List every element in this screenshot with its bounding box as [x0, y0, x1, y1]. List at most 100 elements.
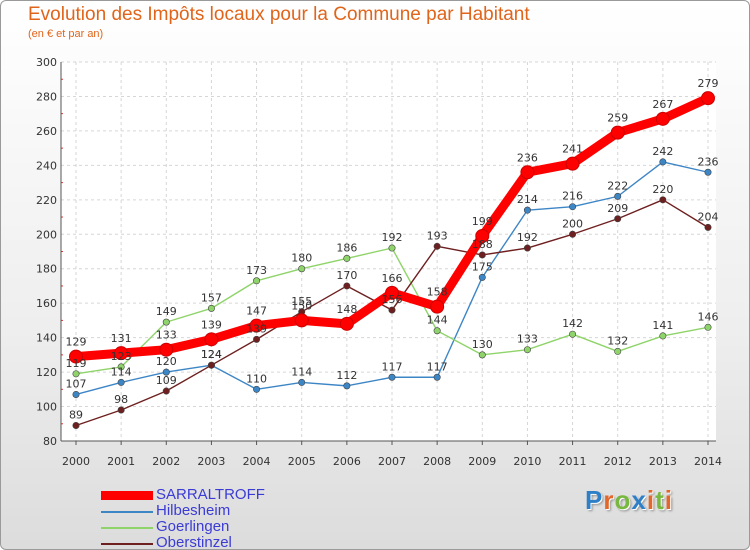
data-label-goerlingen: 146 — [698, 310, 719, 323]
logo-letter: i — [664, 485, 673, 515]
data-point-oberstinzel — [523, 244, 531, 252]
data-point-goerlingen — [704, 323, 712, 331]
data-point-sarraltroff — [701, 91, 715, 106]
data-point-oberstinzel — [569, 230, 577, 238]
data-point-sarraltroff — [520, 165, 535, 180]
data-label-sarraltroff: 259 — [607, 112, 628, 125]
data-point-hilbesheim — [388, 373, 396, 381]
x-tick-label: 2001 — [107, 455, 135, 468]
legend-item-goerlingen: Goerlingen — [101, 519, 321, 535]
data-point-hilbesheim — [478, 273, 486, 281]
data-label-hilbesheim: 117 — [427, 360, 448, 373]
data-point-goerlingen — [72, 370, 80, 378]
data-point-sarraltroff — [385, 285, 399, 300]
data-labels: 129 131 133 139 147 150 148 166 158 199 236 241 259 2… — [66, 77, 719, 421]
data-label-goerlingen: 144 — [427, 314, 448, 327]
x-tick-label: 2002 — [152, 455, 180, 468]
x-tick-label: 2012 — [604, 455, 632, 468]
data-label-sarraltroff: 139 — [201, 318, 222, 331]
legend-swatch-sarraltroff — [101, 491, 153, 500]
data-label-hilbesheim: 114 — [111, 365, 132, 378]
data-point-goerlingen — [614, 347, 622, 355]
data-label-sarraltroff: 166 — [382, 272, 403, 285]
data-label-sarraltroff: 150 — [291, 299, 312, 312]
data-point-sarraltroff — [655, 111, 670, 126]
legend-swatch-goerlingen — [101, 527, 153, 529]
logo-letter: t — [655, 485, 665, 515]
x-tick-label: 2010 — [513, 455, 541, 468]
data-point-oberstinzel — [659, 196, 667, 204]
data-point-goerlingen — [298, 265, 306, 273]
data-label-goerlingen: 192 — [382, 231, 403, 244]
legend-item-sarraltroff: SARRALTROFF — [101, 487, 321, 503]
data-label-oberstinzel: 98 — [114, 393, 128, 406]
data-label-hilbesheim: 242 — [652, 145, 673, 158]
data-point-hilbesheim — [659, 158, 667, 166]
data-point-oberstinzel — [388, 306, 396, 314]
data-label-goerlingen: 149 — [156, 305, 177, 318]
data-point-sarraltroff — [339, 316, 354, 331]
x-tick-label: 2003 — [197, 455, 225, 468]
data-label-sarraltroff: 158 — [427, 286, 448, 299]
data-point-goerlingen — [162, 318, 170, 326]
data-label-oberstinzel: 188 — [472, 238, 493, 251]
legend-label-hilbesheim: Hilbesheim — [156, 502, 231, 519]
data-point-sarraltroff — [294, 313, 309, 328]
data-label-sarraltroff: 148 — [336, 303, 357, 316]
proxiti-logo: Proxiti — [585, 485, 673, 516]
data-point-oberstinzel — [207, 361, 215, 369]
data-point-oberstinzel — [117, 406, 125, 414]
data-label-oberstinzel: 156 — [382, 293, 403, 306]
data-point-hilbesheim — [523, 206, 531, 214]
data-point-oberstinzel — [72, 421, 80, 429]
data-point-goerlingen — [343, 254, 351, 262]
y-tick-label: 220 — [36, 194, 57, 207]
data-point-goerlingen — [478, 351, 486, 359]
data-point-oberstinzel — [704, 223, 712, 231]
logo-letter: x — [631, 485, 647, 515]
x-tick-label: 2013 — [649, 455, 677, 468]
y-tick-label: 140 — [36, 332, 57, 345]
logo-letter: r — [603, 485, 615, 515]
data-point-hilbesheim — [117, 378, 125, 386]
data-point-oberstinzel — [253, 335, 261, 343]
data-label-goerlingen: 119 — [66, 357, 87, 370]
legend-label-oberstinzel: Oberstinzel — [156, 534, 232, 550]
logo-letter: o — [614, 485, 632, 515]
data-label-hilbesheim: 124 — [201, 348, 222, 361]
data-label-sarraltroff: 133 — [156, 329, 177, 342]
data-label-sarraltroff: 279 — [698, 77, 719, 90]
data-label-sarraltroff: 131 — [111, 332, 132, 345]
data-point-hilbesheim — [162, 368, 170, 376]
data-point-sarraltroff — [610, 125, 625, 140]
data-label-oberstinzel: 209 — [607, 202, 628, 215]
legend: SARRALTROFF Hilbesheim Goerlingen Oberst… — [101, 487, 321, 550]
data-point-sarraltroff — [114, 346, 129, 361]
data-label-oberstinzel: 193 — [427, 229, 448, 242]
data-point-hilbesheim — [343, 382, 351, 390]
data-point-sarraltroff — [69, 349, 83, 364]
x-tick-label: 2000 — [62, 455, 90, 468]
data-label-oberstinzel: 155 — [291, 295, 312, 308]
data-label-hilbesheim: 107 — [66, 377, 87, 390]
data-label-hilbesheim: 114 — [291, 365, 312, 378]
data-point-goerlingen — [569, 330, 577, 338]
data-point-goerlingen — [253, 277, 261, 285]
chart-subtitle: (en € et par an) — [28, 28, 104, 40]
data-label-goerlingen: 142 — [562, 317, 583, 330]
data-label-hilbesheim: 112 — [336, 369, 357, 382]
axes: 80 100 120 140 160 180 200 220 240 260 280 300 2000 2… — [36, 56, 722, 468]
legend-item-hilbesheim: Hilbesheim — [101, 503, 321, 519]
data-point-hilbesheim — [433, 373, 441, 381]
x-tick-label: 2008 — [423, 455, 451, 468]
data-point-sarraltroff — [430, 299, 445, 314]
logo-letter: P — [585, 485, 604, 515]
data-point-hilbesheim — [614, 192, 622, 200]
y-tick-label: 280 — [36, 90, 57, 103]
data-point-oberstinzel — [162, 387, 170, 395]
data-label-goerlingen: 173 — [246, 264, 267, 277]
data-point-oberstinzel — [433, 242, 441, 250]
series-lines — [69, 91, 715, 429]
data-label-goerlingen: 141 — [652, 319, 673, 332]
